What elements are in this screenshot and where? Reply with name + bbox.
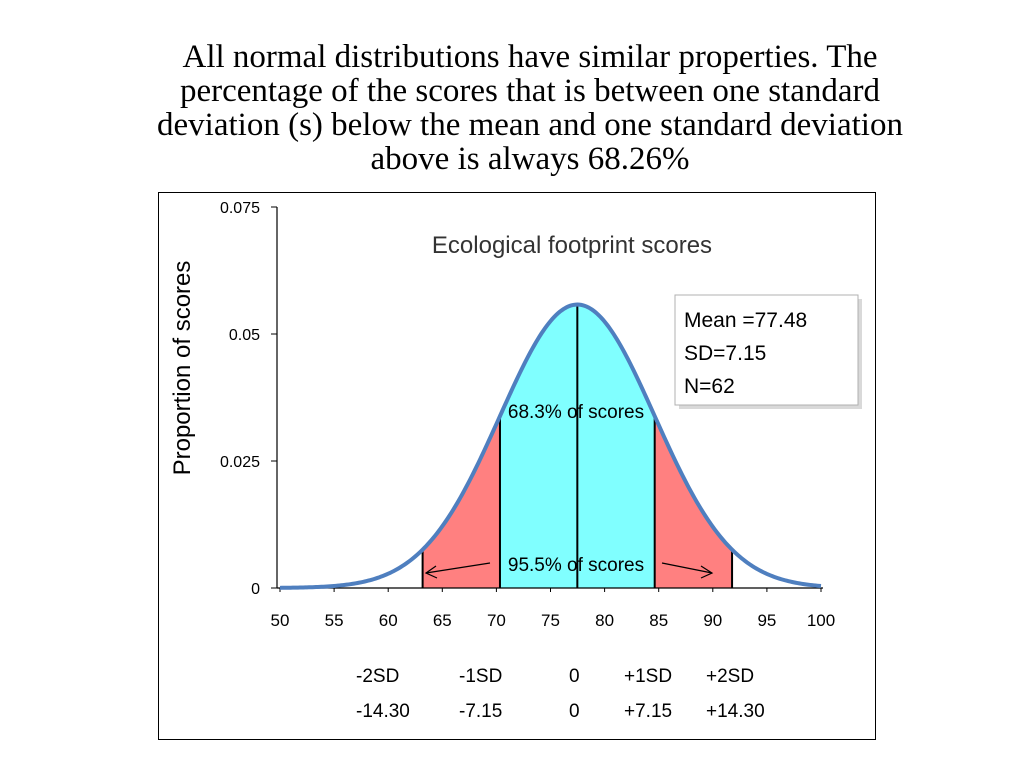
chart-title: Ecological footprint scores: [432, 232, 712, 259]
x-tick-label-70: 70: [487, 611, 506, 630]
x-tick-label-90: 90: [703, 611, 722, 630]
y-tick-label-0.075: 0.075: [220, 200, 260, 217]
sd-row2-col4: +7.15: [624, 701, 672, 722]
arrow-right-icon: [700, 565, 714, 579]
sd-row2-col3: 0: [569, 701, 580, 722]
y-tick-label-0: 0: [251, 581, 260, 598]
sd-row1-col1: -2SD: [356, 666, 399, 687]
x-tick-label-75: 75: [541, 611, 560, 630]
sd-table: -2SD -1SD 0 +1SD +2SD -14.30 -7.15 0 +7.…: [356, 666, 765, 722]
x-tick-label-95: 95: [757, 611, 776, 630]
distribution-curve: [279, 302, 822, 590]
y-tick-label-0.05: 0.05: [229, 327, 260, 344]
sd-row2-col1: -14.30: [356, 701, 410, 722]
title-line-2: percentage of the scores that is between…: [179, 73, 881, 109]
y-axis-label: Proportion of scores: [169, 261, 196, 476]
outer-region-annotation: 95.5% of scores: [424, 555, 714, 579]
x-tick-label-55: 55: [325, 611, 344, 630]
sd-row1-col5: +2SD: [706, 666, 754, 687]
stats-n: N=62: [684, 375, 735, 398]
sd-marker-lines: [421, 304, 734, 588]
outer-region-label: 95.5% of scores: [508, 555, 644, 576]
stats-box: Mean =77.48 SD=7.15 N=62: [674, 294, 862, 409]
inner-region-label: 68.3% of scores: [508, 402, 644, 423]
y-tick-label-0.025: 0.025: [220, 454, 260, 471]
x-tick-label-80: 80: [595, 611, 614, 630]
sd-row1-col4: +1SD: [624, 666, 672, 687]
title-line-4: above is always 68.26%: [370, 141, 690, 177]
title-line-1: All normal distributions have similar pr…: [182, 39, 878, 75]
tick-labels: 50 55 60 65 70 75 80 85 90 95 100 0 0.025 0.05 0.075: [220, 200, 835, 630]
x-tick-label-85: 85: [649, 611, 668, 630]
stats-sd: SD=7.15: [684, 342, 766, 365]
sd-row1-col2: -1SD: [459, 666, 502, 687]
sd-row2-col5: +14.30: [706, 701, 765, 722]
slide-title: All normal distributions have similar pr…: [60, 40, 1000, 176]
x-tick-label-50: 50: [271, 611, 290, 630]
sd-row1-col3: 0: [569, 666, 580, 687]
x-tick-label-65: 65: [433, 611, 452, 630]
arrow-left-icon: [424, 565, 438, 579]
title-line-3: deviation (s) below the mean and one sta…: [157, 107, 903, 143]
sd-row2-col2: -7.15: [459, 701, 502, 722]
stats-mean: Mean =77.48: [684, 309, 807, 332]
x-tick-label-60: 60: [379, 611, 398, 630]
x-tick-label-100: 100: [807, 611, 835, 630]
